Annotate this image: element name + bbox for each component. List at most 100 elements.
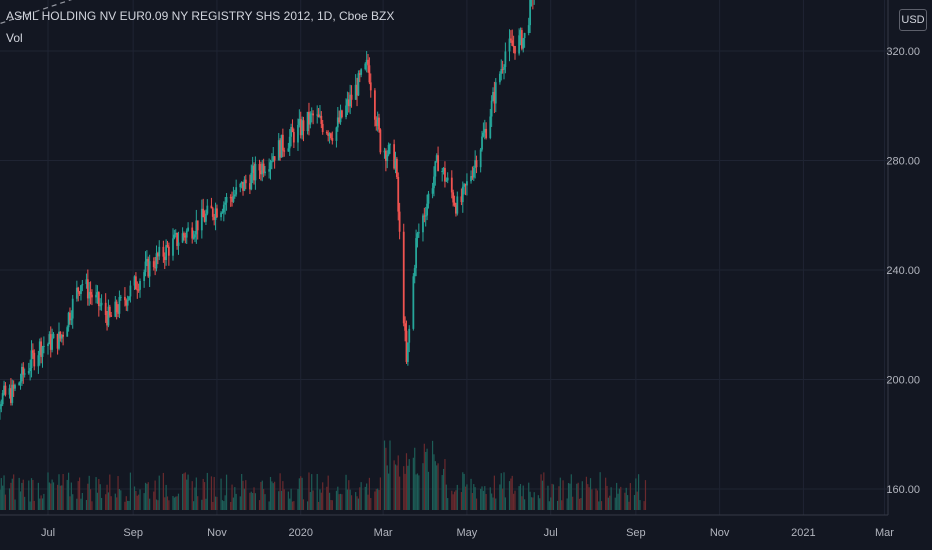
candle-body (433, 176, 435, 189)
candle-body (172, 238, 174, 256)
candle-body (310, 113, 313, 115)
candle-body (268, 169, 271, 172)
time-tick-label: Jul (544, 527, 558, 539)
candle-body (475, 160, 478, 168)
volume-bar (133, 486, 136, 510)
candle-body (422, 215, 424, 233)
candle-body (23, 373, 26, 375)
candle-body (452, 192, 455, 203)
candle-body (446, 177, 449, 181)
currency-button[interactable]: USD (899, 9, 927, 31)
candle-body (503, 67, 505, 70)
volume-bar (24, 496, 26, 510)
time-tick-label: Sep (626, 527, 646, 539)
volume-bar (40, 495, 42, 510)
volume-bar (33, 500, 35, 510)
volume-bar (272, 483, 274, 510)
volume-bar (21, 482, 23, 510)
volume-bar (415, 474, 417, 510)
candle-body (254, 164, 257, 181)
volume-bar (558, 486, 560, 510)
volume-bar (551, 483, 553, 510)
volume-bar (423, 443, 425, 510)
candle-body (71, 298, 74, 319)
candle-body (206, 205, 209, 214)
volume-bar (183, 473, 185, 510)
candle-body (320, 115, 323, 124)
volume-bar (117, 476, 119, 510)
candle-body (152, 261, 155, 268)
candle-body (191, 227, 194, 239)
volume-bar (50, 483, 52, 510)
candle-body (279, 140, 282, 158)
candle-body (508, 38, 511, 52)
volume-bar (357, 498, 360, 510)
volume-bar (290, 488, 292, 510)
candle-body (137, 289, 140, 291)
volume-bar (610, 487, 612, 510)
candle-body (292, 132, 295, 143)
candle-body (413, 268, 416, 277)
candle-body (21, 366, 23, 382)
volume-bar (633, 495, 636, 510)
volume-bar (404, 473, 406, 510)
candle-body (67, 312, 70, 328)
volume-bar (22, 479, 24, 510)
candle-body (511, 40, 514, 46)
candle-body (104, 302, 107, 316)
candle-body (494, 82, 497, 104)
volume-bars (0, 440, 647, 510)
volume-bar (89, 489, 92, 510)
volume-bar (165, 484, 167, 510)
volume-bar (431, 440, 434, 510)
volume-bar (503, 472, 505, 510)
volume-bar (225, 474, 228, 510)
volume-bar (13, 474, 15, 510)
candle-body (48, 334, 51, 345)
candle-body (187, 227, 189, 231)
volume-bar (437, 463, 439, 510)
volume-bar (232, 497, 235, 510)
candle-body (233, 194, 236, 197)
volume-bar (43, 493, 45, 510)
candle-body (8, 388, 11, 395)
volume-bar (0, 489, 1, 510)
candle-body (338, 117, 341, 123)
volume-bar (522, 485, 524, 510)
candle-body (56, 333, 59, 349)
candle-body (125, 300, 128, 306)
candle-body (210, 205, 213, 209)
candle-body (504, 51, 507, 68)
candle-body (166, 245, 169, 247)
candle-body (49, 334, 52, 350)
volume-bar (282, 481, 284, 510)
volume-bar (567, 483, 570, 510)
candle-body (10, 388, 12, 403)
candle-body (489, 116, 492, 138)
candle-body (181, 233, 184, 243)
volume-bar (447, 498, 449, 510)
volume-bar (451, 490, 453, 510)
volume-bar (175, 496, 177, 510)
candle-body (523, 33, 526, 39)
candle-body (115, 301, 118, 313)
candle-body (442, 168, 445, 172)
volume-bar (166, 496, 169, 510)
volume-bar (589, 478, 592, 510)
candle-body (40, 341, 43, 357)
volume-bar (492, 497, 494, 510)
candle-body (11, 384, 14, 403)
volume-bar (331, 500, 333, 510)
volume-bar (48, 482, 50, 510)
candle-body (70, 318, 73, 321)
volume-bar (91, 501, 93, 510)
volume-bar (306, 501, 309, 510)
candle-body (135, 276, 137, 290)
candle-body (147, 258, 150, 277)
volume-bar (241, 474, 243, 510)
candle-body (356, 84, 358, 96)
volume-bar (250, 491, 252, 510)
candle-body (461, 186, 464, 203)
candle-body (158, 246, 161, 257)
